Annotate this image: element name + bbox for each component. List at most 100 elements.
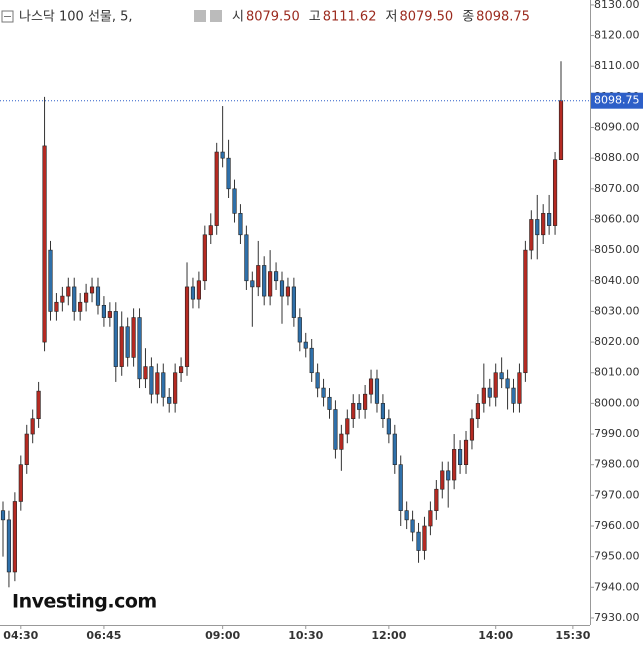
x-tick-label: 09:00 bbox=[205, 629, 240, 642]
candle-body bbox=[351, 403, 356, 420]
candle-body bbox=[155, 372, 160, 395]
candle-body bbox=[84, 292, 89, 303]
candle-body bbox=[303, 341, 308, 349]
candle-body bbox=[262, 265, 267, 297]
candle-body bbox=[220, 151, 225, 159]
eye-icon[interactable] bbox=[194, 10, 206, 22]
candle-body bbox=[161, 372, 166, 398]
candle-body bbox=[250, 280, 255, 288]
candle-body bbox=[416, 531, 421, 551]
y-tick-label: 8000.00 bbox=[594, 396, 640, 409]
candle-body bbox=[380, 403, 385, 420]
candle-body bbox=[208, 225, 213, 236]
candle-body bbox=[184, 286, 190, 367]
candle-body bbox=[137, 317, 142, 380]
candle-body bbox=[24, 433, 29, 465]
y-tick-label: 8020.00 bbox=[594, 335, 640, 348]
candle-body bbox=[517, 372, 522, 404]
settings-icon[interactable] bbox=[210, 10, 222, 22]
candle-body bbox=[333, 409, 338, 450]
candle-body bbox=[268, 271, 273, 297]
candle-body bbox=[143, 366, 148, 380]
candle-body bbox=[107, 311, 112, 318]
candle-body bbox=[368, 378, 374, 395]
candle-body bbox=[256, 265, 261, 288]
candle-body bbox=[226, 157, 231, 190]
candle-body bbox=[327, 396, 332, 410]
overlay: 나스닥 100 선물, 5, 시 8079.50 고 8111.62 저 8079.50 종… bbox=[1, 10, 530, 25]
ohlc-value: 8079.50 bbox=[399, 10, 453, 25]
candle-body bbox=[475, 403, 480, 420]
candle-body bbox=[434, 488, 439, 511]
y-tick-label: 7970.00 bbox=[594, 488, 640, 501]
candle-body bbox=[89, 286, 95, 294]
candle-body bbox=[131, 317, 136, 358]
ohlc-value: 8111.62 bbox=[323, 10, 377, 25]
candle-body bbox=[535, 219, 540, 236]
candle-body bbox=[66, 286, 71, 297]
candle-body bbox=[173, 372, 178, 404]
ohlc-label: 시 bbox=[232, 10, 244, 25]
y-tick-label: 8040.00 bbox=[594, 274, 640, 287]
y-tick-label: 8050.00 bbox=[594, 243, 640, 256]
x-tick-label: 15:30 bbox=[555, 629, 590, 642]
y-tick-label: 8080.00 bbox=[594, 151, 640, 164]
candle-body bbox=[101, 304, 106, 318]
candle-body bbox=[12, 501, 17, 573]
candle-body bbox=[374, 378, 380, 404]
y-tick-label: 7940.00 bbox=[594, 580, 640, 593]
candle-body bbox=[428, 510, 433, 527]
candle-body bbox=[30, 418, 35, 435]
candle-body bbox=[190, 286, 196, 300]
candle-body bbox=[458, 449, 463, 465]
candle-body bbox=[386, 418, 391, 435]
candle-body bbox=[202, 234, 207, 282]
candle-body bbox=[452, 449, 457, 481]
plot bbox=[0, 61, 590, 588]
candle-body bbox=[279, 280, 285, 297]
candle-body bbox=[315, 372, 320, 389]
candle-body bbox=[363, 393, 368, 410]
candle-body bbox=[422, 525, 427, 551]
y-tick-label: 8010.00 bbox=[594, 366, 640, 379]
candle-body bbox=[541, 213, 546, 236]
candle-body bbox=[291, 286, 296, 318]
x-tick-label: 14:00 bbox=[478, 629, 513, 642]
y-tick-label: 8070.00 bbox=[594, 182, 640, 195]
candle-body bbox=[214, 151, 219, 226]
last-price-box bbox=[591, 92, 643, 109]
candle-body bbox=[42, 145, 47, 343]
candle-body bbox=[0, 510, 6, 521]
candle-body bbox=[273, 271, 279, 282]
x-tick-label: 10:30 bbox=[288, 629, 323, 642]
candle-body bbox=[511, 387, 516, 404]
ohlc-value: 8079.50 bbox=[246, 10, 300, 25]
candle-body bbox=[149, 366, 154, 395]
ohlc-label: 종 bbox=[462, 10, 474, 25]
ohlc-value: 8098.75 bbox=[476, 10, 530, 25]
y-tick-label: 7980.00 bbox=[594, 458, 640, 471]
candle-body bbox=[179, 366, 184, 374]
candle-body bbox=[36, 390, 41, 420]
y-tick-label: 8120.00 bbox=[594, 29, 640, 42]
candle-body bbox=[481, 387, 486, 404]
candle-body bbox=[167, 396, 172, 404]
candle-body bbox=[469, 418, 475, 441]
collapse-icon[interactable] bbox=[1, 10, 14, 23]
y-tick-label: 7950.00 bbox=[594, 550, 640, 563]
candle-body bbox=[339, 433, 344, 450]
ohlc-label: 저 bbox=[385, 10, 397, 25]
candle-body bbox=[119, 326, 124, 367]
y-tick-label: 7930.00 bbox=[594, 611, 640, 624]
candle-body bbox=[18, 464, 23, 502]
candle-body bbox=[440, 470, 445, 490]
candle-body bbox=[285, 286, 291, 297]
x-tick-label: 06:45 bbox=[86, 629, 121, 642]
candle-body bbox=[72, 286, 77, 312]
x-tick-label: 04:30 bbox=[3, 629, 38, 642]
candle-body bbox=[499, 372, 504, 380]
candle-body bbox=[244, 234, 249, 282]
candle-body bbox=[345, 418, 350, 435]
y-tick-label: 8030.00 bbox=[594, 304, 640, 317]
